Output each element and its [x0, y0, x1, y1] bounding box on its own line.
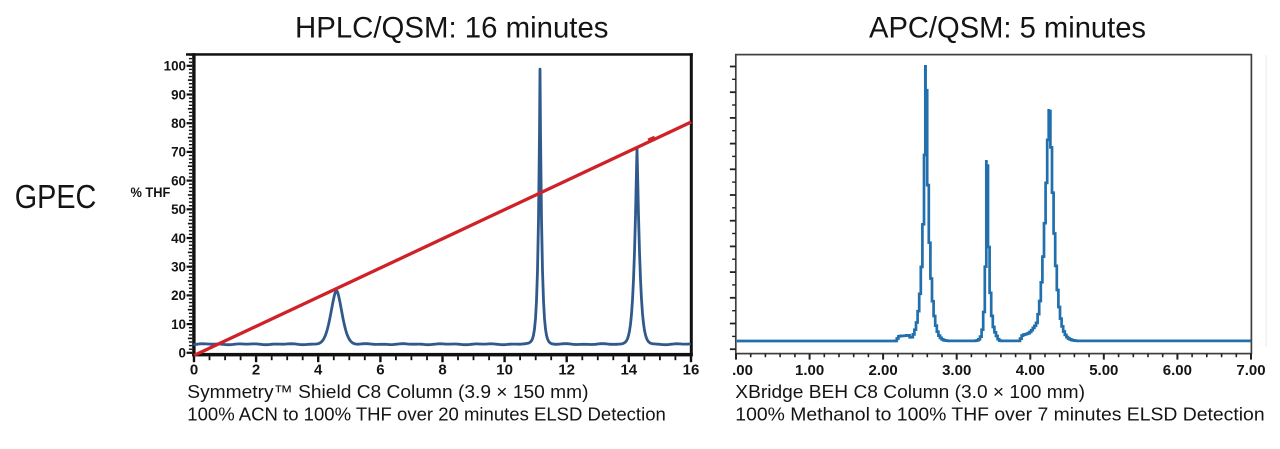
svg-text:10: 10: [496, 362, 513, 379]
svg-text:40: 40: [171, 231, 186, 246]
svg-text:8: 8: [438, 362, 446, 379]
svg-text:HPLC/QSM: 16 minutes: HPLC/QSM: 16 minutes: [295, 12, 609, 45]
svg-text:6: 6: [376, 362, 384, 379]
svg-text:100: 100: [164, 59, 186, 74]
svg-text:30: 30: [171, 260, 186, 275]
svg-text:90: 90: [171, 87, 186, 102]
svg-text:1.00: 1.00: [795, 362, 824, 379]
svg-text:4: 4: [314, 362, 323, 379]
svg-text:100% Methanol to 100% THF over: 100% Methanol to 100% THF over 7 minutes…: [735, 404, 1264, 425]
svg-text:APC/QSM: 5 minutes: APC/QSM: 5 minutes: [869, 12, 1146, 45]
svg-text:70: 70: [171, 145, 186, 160]
svg-text:3.00: 3.00: [942, 362, 971, 379]
svg-text:5.00: 5.00: [1089, 362, 1118, 379]
svg-text:80: 80: [171, 116, 186, 131]
svg-text:100% ACN to 100% THF over 20 m: 100% ACN to 100% THF over 20 minutes ELS…: [187, 404, 666, 425]
svg-text:XBridge BEH C8 Column (3.0 × 1: XBridge BEH C8 Column (3.0 × 100 mm): [735, 381, 1085, 402]
svg-text:16: 16: [683, 362, 700, 379]
svg-text:.00: .00: [732, 362, 753, 379]
svg-text:7.00: 7.00: [1236, 362, 1265, 379]
svg-text:60: 60: [171, 173, 186, 188]
svg-text:0: 0: [190, 362, 198, 379]
svg-text:20: 20: [171, 288, 186, 303]
svg-text:2: 2: [252, 362, 260, 379]
svg-text:10: 10: [171, 317, 186, 332]
svg-text:6.00: 6.00: [1163, 362, 1192, 379]
svg-text:50: 50: [171, 202, 186, 217]
svg-text:2.00: 2.00: [868, 362, 897, 379]
svg-text:Symmetry™ Shield C8 Column (3.: Symmetry™ Shield C8 Column (3.9 × 150 mm…: [187, 381, 588, 402]
svg-text:12: 12: [558, 362, 575, 379]
svg-text:0: 0: [179, 346, 186, 361]
svg-text:% THF: % THF: [131, 185, 171, 200]
svg-text:14: 14: [620, 362, 637, 379]
svg-text:GPEC: GPEC: [15, 178, 97, 215]
svg-text:4.00: 4.00: [1016, 362, 1045, 379]
